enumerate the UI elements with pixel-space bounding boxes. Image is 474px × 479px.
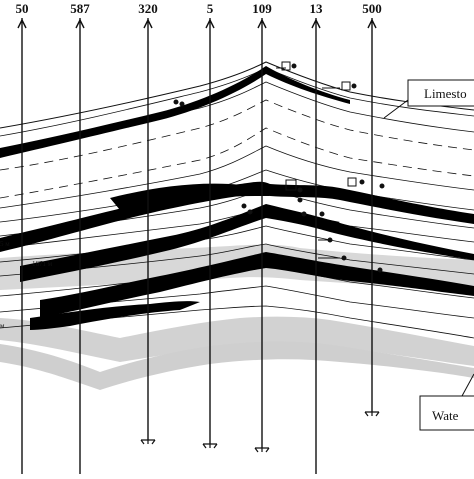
well-base [140, 439, 156, 445]
well-head-arrow [17, 18, 27, 29]
test-interval-marker [327, 237, 333, 243]
well-label: 13 [310, 1, 324, 16]
callout-box [419, 395, 474, 431]
reservoir-bed [30, 301, 200, 330]
depth-label: м [0, 322, 5, 330]
test-interval-marker [241, 203, 247, 209]
test-interval-marker [351, 83, 357, 89]
test-intervals [173, 61, 385, 273]
depth-label: 5 м [0, 240, 10, 248]
test-interval-marker [297, 197, 303, 203]
well-base [364, 411, 380, 417]
bedding-line [0, 127, 474, 199]
bedding-line [0, 145, 474, 209]
well-head-arrow [367, 18, 377, 29]
well-bases [140, 411, 380, 453]
water-callout: Wate [419, 373, 474, 431]
test-interval-marker [281, 61, 291, 71]
test-interval-marker [341, 255, 347, 261]
test-interval-marker [379, 183, 385, 189]
reservoir-beds [0, 66, 474, 330]
water-zone-lower [0, 316, 474, 366]
test-interval-marker [347, 177, 357, 187]
callout-leader [461, 373, 474, 397]
callout-label: Limesto [424, 86, 467, 101]
well-lines [17, 18, 377, 474]
well-labels: 50 587 320 5 109 13 500 [16, 1, 382, 16]
well-head-arrow [257, 18, 267, 29]
bedding-line [0, 243, 474, 277]
test-interval-marker [291, 63, 297, 69]
reservoir-bed [40, 252, 474, 318]
test-interval-marker [301, 211, 307, 217]
well-label: 320 [138, 1, 158, 16]
reservoir-bed [0, 181, 474, 252]
callout-box [407, 79, 474, 107]
test-interval-marker [297, 187, 303, 193]
reservoir-bed [20, 204, 474, 282]
test-interval-marker [319, 211, 325, 217]
bedding-line [0, 67, 474, 137]
well-label: 50 [16, 1, 29, 16]
test-interval-marker [377, 267, 383, 273]
well-label: 109 [252, 1, 272, 16]
well-base [254, 447, 270, 453]
well-head-arrow [143, 18, 153, 29]
reservoir-bed [110, 183, 270, 210]
test-interval-marker [359, 179, 365, 185]
test-interval-marker [341, 81, 351, 91]
callout-label: Wate [432, 408, 459, 423]
limestone-top [0, 61, 474, 129]
callout-leader [383, 99, 409, 119]
test-interval-marker [173, 99, 179, 105]
test-interval-marker [247, 209, 253, 215]
well-head-arrow [311, 18, 321, 29]
reservoir-bed-top [0, 66, 350, 158]
well-head-arrow [205, 18, 215, 29]
well-label: 5 [207, 1, 214, 16]
depth-label: 1671 м [32, 260, 53, 268]
bedding-line [0, 169, 474, 223]
well-label: 587 [70, 1, 90, 16]
bedding-line [0, 99, 474, 171]
limestone-surface [0, 61, 474, 129]
well-head-arrow [75, 18, 85, 29]
water-zone-base [0, 341, 474, 390]
well-base [202, 443, 218, 449]
limestone-callout: Limesto [383, 79, 474, 119]
test-interval-marker [179, 101, 185, 107]
test-interval-marker [285, 179, 297, 191]
well-label: 500 [362, 1, 382, 16]
reservoir-bed [280, 212, 340, 226]
